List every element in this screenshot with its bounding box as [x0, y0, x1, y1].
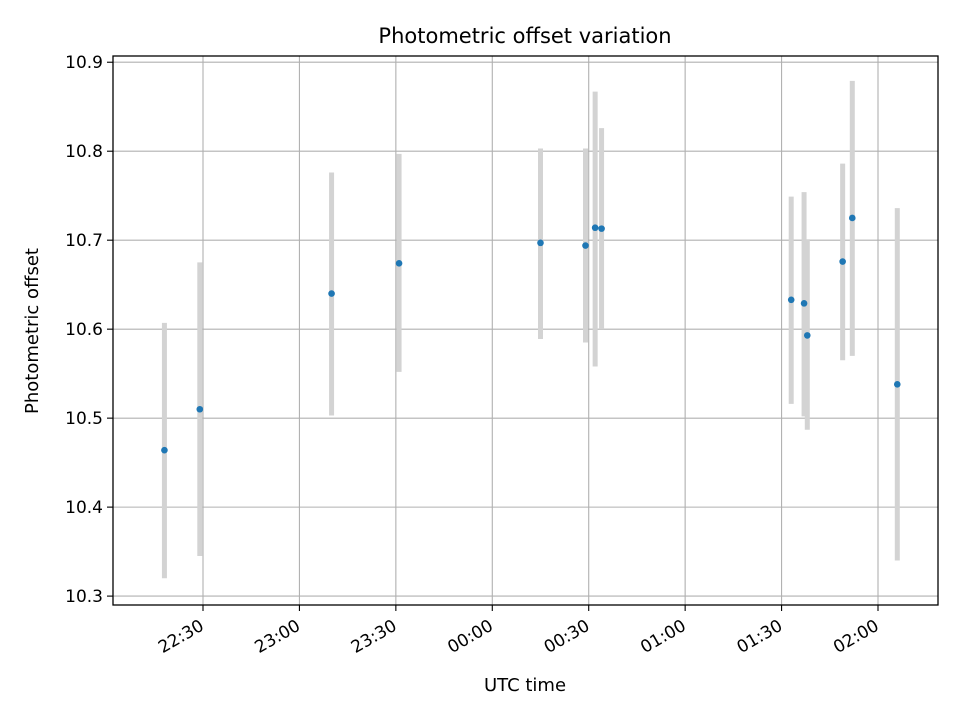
data-point — [800, 300, 808, 307]
data-point — [839, 258, 846, 265]
y-axis-label: Photometric offset — [22, 248, 43, 414]
y-tick-label: 10.8 — [65, 142, 103, 162]
data-points — [161, 214, 901, 454]
grid — [113, 56, 938, 605]
data-point — [848, 214, 856, 222]
data-point — [537, 239, 544, 247]
data-point — [598, 225, 605, 232]
data-point — [395, 260, 403, 267]
y-tick-label: 10.7 — [65, 231, 103, 251]
data-point — [787, 296, 795, 304]
data-point — [196, 405, 204, 413]
y-tick-label: 10.4 — [65, 498, 103, 518]
data-point — [328, 290, 335, 297]
y-tick-label: 10.6 — [65, 320, 103, 340]
data-point — [161, 446, 168, 454]
data-point — [803, 332, 811, 339]
data-point — [893, 381, 901, 388]
y-tick-label: 10.9 — [65, 53, 103, 73]
plot-frame — [112, 55, 939, 606]
data-point — [582, 242, 589, 249]
y-tick-label: 10.5 — [65, 409, 103, 429]
data-point — [591, 224, 599, 232]
y-axis-ticks: 10.3 10.4 10.5 10.6 10.7 10.8 10.9 — [65, 53, 113, 607]
y-tick-label: 10.3 — [65, 587, 103, 607]
chart-title: Photometric offset variation — [378, 24, 671, 48]
x-axis-label: UTC time — [484, 675, 566, 696]
